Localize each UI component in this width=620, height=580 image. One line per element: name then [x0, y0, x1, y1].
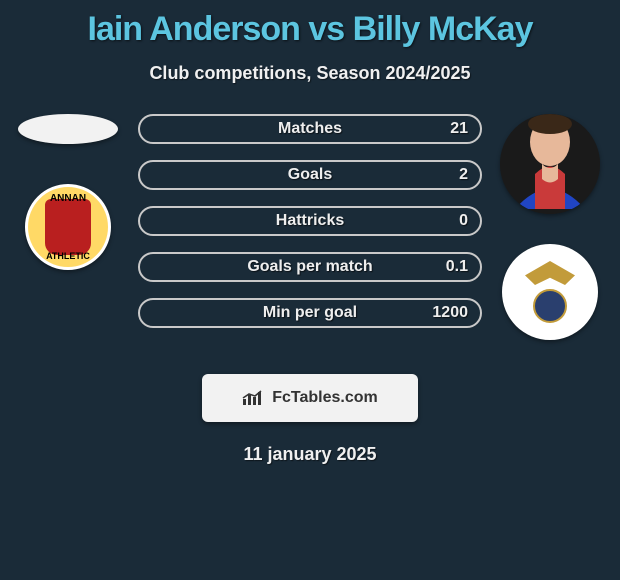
- stat-row-goals: Goals 2: [138, 160, 482, 190]
- player-photo-icon: [500, 114, 600, 214]
- stat-label: Goals per match: [247, 258, 372, 276]
- stat-label: Min per goal: [263, 304, 357, 322]
- stat-right-value: 2: [459, 166, 468, 184]
- eagle-icon: [525, 261, 575, 285]
- subtitle: Club competitions, Season 2024/2025: [0, 63, 620, 84]
- stat-right-value: 0: [459, 212, 468, 230]
- annan-text-bot: ATHLETIC: [28, 251, 108, 261]
- page-title: Iain Anderson vs Billy McKay: [0, 0, 620, 49]
- annan-shield-icon: [45, 199, 91, 255]
- right-club-badge: [502, 244, 598, 340]
- brand-footer[interactable]: FcTables.com: [202, 374, 418, 422]
- right-player-photo: [500, 114, 600, 214]
- right-column: [490, 114, 610, 340]
- stat-row-matches: Matches 21: [138, 114, 482, 144]
- stat-right-value: 0.1: [446, 258, 468, 276]
- stat-right-value: 21: [450, 120, 468, 138]
- stat-rows: Matches 21 Goals 2 Hattricks 0 Goals per…: [138, 114, 482, 344]
- left-player-placeholder: [18, 114, 118, 144]
- left-column: ANNAN ATHLETIC: [8, 114, 128, 270]
- left-club-badge: ANNAN ATHLETIC: [25, 184, 111, 270]
- stat-label: Goals: [288, 166, 332, 184]
- stat-row-mpg: Min per goal 1200: [138, 298, 482, 328]
- stat-row-gpm: Goals per match 0.1: [138, 252, 482, 282]
- comparison-card: Iain Anderson vs Billy McKay Club compet…: [0, 0, 620, 580]
- stat-row-hattricks: Hattricks 0: [138, 206, 482, 236]
- stat-label: Matches: [278, 120, 342, 138]
- bar-chart-icon: [242, 389, 264, 407]
- brand-text: FcTables.com: [272, 389, 378, 407]
- stat-right-value: 1200: [432, 304, 468, 322]
- thistle-icon: [533, 289, 567, 323]
- inverness-inner: [507, 249, 593, 335]
- annan-text-top: ANNAN: [28, 193, 108, 204]
- stat-label: Hattricks: [276, 212, 344, 230]
- main-area: ANNAN ATHLETIC: [0, 114, 620, 364]
- footer-date: 11 january 2025: [0, 444, 620, 465]
